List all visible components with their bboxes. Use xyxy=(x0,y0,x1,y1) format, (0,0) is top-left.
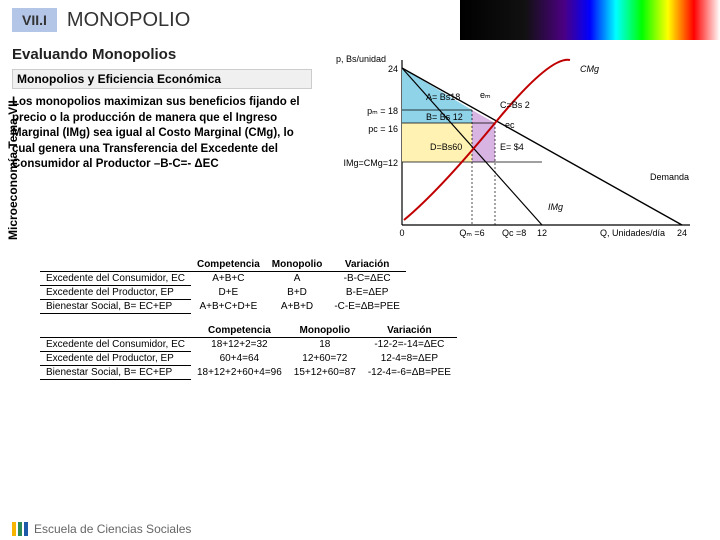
svg-text:Qₘ =6: Qₘ =6 xyxy=(459,228,484,238)
svg-text:ec: ec xyxy=(505,120,515,130)
footer: Escuela de Ciencias Sociales xyxy=(12,522,191,536)
svg-text:C=Bs 2: C=Bs 2 xyxy=(500,100,530,110)
table-numeric: CompetenciaMonopolioVariación Excedente … xyxy=(40,324,457,380)
footer-text: Escuela de Ciencias Sociales xyxy=(34,522,191,536)
sidebar-label: Microeconomía Tema VII xyxy=(6,100,20,240)
left-column: Evaluando Monopolios Monopolios y Eficie… xyxy=(12,46,312,173)
color-banner xyxy=(460,0,720,40)
tables-block: CompetenciaMonopolioVariación Excedente … xyxy=(40,258,457,390)
svg-text:B= Bs 12: B= Bs 12 xyxy=(426,112,463,122)
svg-text:pₘ = 18: pₘ = 18 xyxy=(367,106,398,116)
svg-text:A= Bs18: A= Bs18 xyxy=(426,92,460,102)
svg-text:p, Bs/unidad: p, Bs/unidad xyxy=(336,54,386,64)
svg-text:24: 24 xyxy=(677,228,687,238)
region-C xyxy=(472,110,495,123)
svg-text:Demanda: Demanda xyxy=(650,172,689,182)
svg-text:pc = 16: pc = 16 xyxy=(368,124,398,134)
header: VII.I MONOPOLIO xyxy=(0,0,720,40)
region-E xyxy=(472,123,495,162)
svg-text:24: 24 xyxy=(388,64,398,74)
svg-text:IMg: IMg xyxy=(548,202,563,212)
economics-chart: p, Bs/unidad 24 pₘ = 18 pc = 16 IMg=CMg=… xyxy=(330,50,710,260)
table-symbolic: CompetenciaMonopolioVariación Excedente … xyxy=(40,258,406,314)
content-row: Evaluando Monopolios Monopolios y Eficie… xyxy=(0,40,720,173)
chapter-tag: VII.I xyxy=(12,8,57,32)
footer-bars xyxy=(12,522,28,536)
box-title: Monopolios y Eficiencia Económica xyxy=(12,69,312,89)
main-title: MONOPOLIO xyxy=(67,9,190,32)
svg-text:Q, Unidades/día: Q, Unidades/día xyxy=(600,228,665,238)
svg-text:E= $4: E= $4 xyxy=(500,142,524,152)
svg-text:Qc =8: Qc =8 xyxy=(502,228,526,238)
svg-text:D=Bs60: D=Bs60 xyxy=(430,142,462,152)
body-paragraph: Los monopolios maximizan sus beneficios … xyxy=(12,95,312,173)
subtitle: Evaluando Monopolios xyxy=(12,46,312,63)
right-column: p, Bs/unidad 24 pₘ = 18 pc = 16 IMg=CMg=… xyxy=(312,46,708,173)
svg-text:eₘ: eₘ xyxy=(480,90,491,100)
svg-text:12: 12 xyxy=(537,228,547,238)
svg-text:0: 0 xyxy=(399,228,404,238)
svg-text:IMg=CMg=12: IMg=CMg=12 xyxy=(343,158,398,168)
svg-text:CMg: CMg xyxy=(580,64,599,74)
